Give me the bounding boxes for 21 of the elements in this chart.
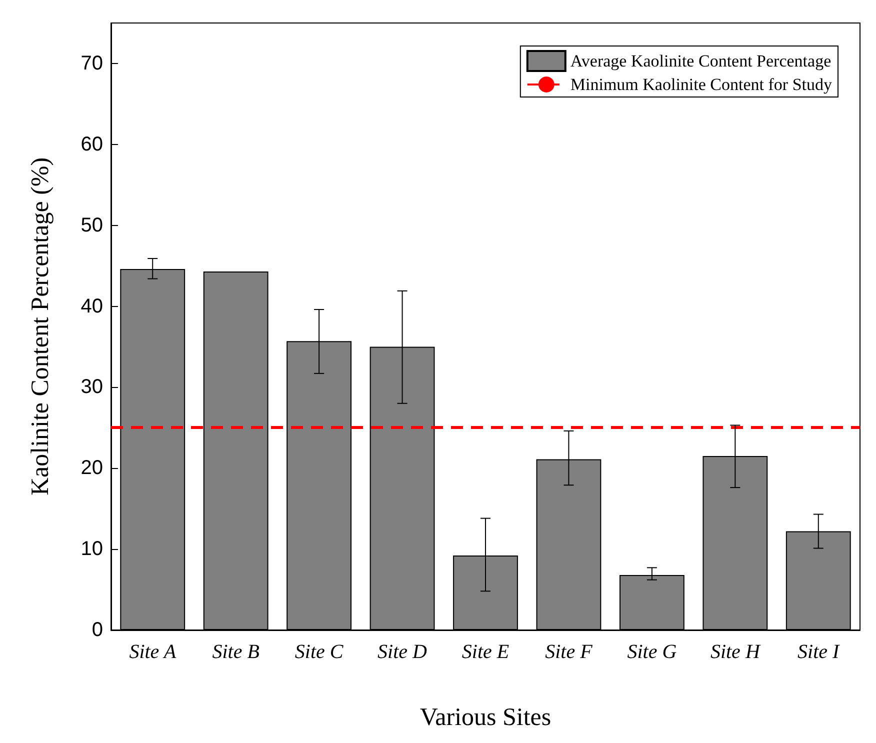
y-axis-title: Kaolinite Content Percentage (%) (27, 157, 54, 496)
y-tick-label: 0 (92, 619, 103, 641)
x-tick-label: Site E (462, 641, 510, 663)
legend-label: Minimum Kaolinite Content for Study (570, 75, 832, 94)
x-tick-label: Site C (294, 641, 344, 663)
y-tick-label: 40 (80, 295, 103, 318)
x-tick-label: Site A (129, 641, 177, 663)
y-tick-label: 20 (80, 457, 103, 480)
x-tick-label: Site H (710, 641, 762, 663)
x-tick-label: Site B (212, 641, 260, 663)
y-tick-label: 50 (80, 214, 103, 236)
x-tick-label: Site F (545, 641, 594, 663)
x-tick-label: Site G (627, 641, 678, 663)
y-tick-label: 30 (80, 376, 103, 398)
y-tick-label: 60 (80, 133, 103, 156)
x-tick-label: Site I (798, 641, 841, 663)
x-axis-title: Various Sites (420, 704, 552, 731)
x-tick-label: Site D (378, 641, 428, 663)
y-tick-label: 70 (80, 52, 103, 74)
y-tick-label: 10 (80, 538, 103, 560)
legend-label: Average Kaolinite Content Percentage (570, 52, 832, 70)
